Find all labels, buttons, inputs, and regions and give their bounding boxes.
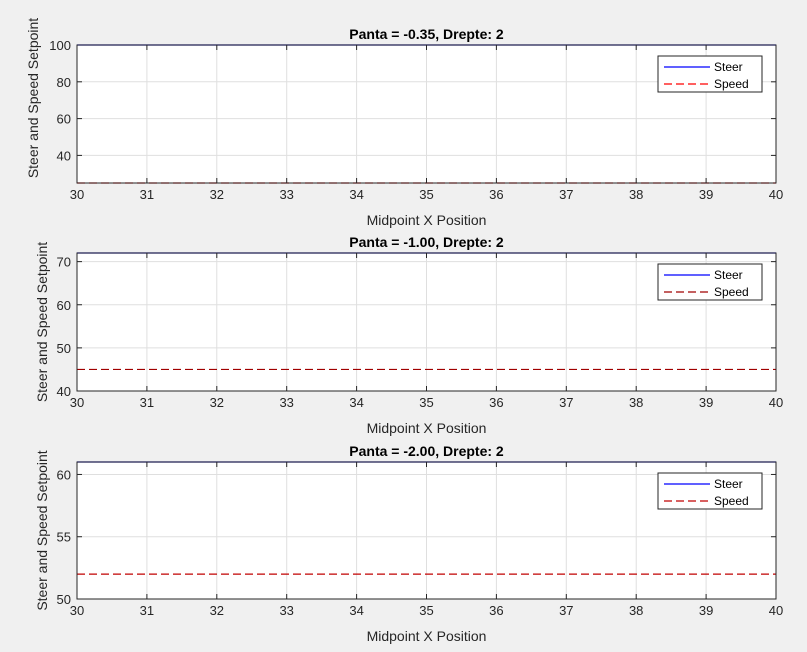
chart-title: Panta = -0.35, Drepte: 2 [349, 26, 504, 42]
y-tick-label: 40 [57, 148, 71, 163]
legend-label-steer: Steer [714, 268, 743, 282]
x-tick-label: 36 [489, 187, 503, 202]
y-tick-label: 60 [57, 112, 71, 127]
legend-box [657, 55, 763, 93]
x-tick-label: 30 [70, 395, 84, 410]
x-tick-label: 38 [629, 187, 643, 202]
x-tick-label: 31 [140, 603, 154, 618]
y-tick-label: 60 [57, 467, 71, 482]
legend-label-speed: Speed [714, 285, 749, 299]
x-tick-label: 38 [629, 395, 643, 410]
chart-title: Panta = -2.00, Drepte: 2 [349, 443, 504, 459]
chart-title: Panta = -1.00, Drepte: 2 [349, 234, 504, 250]
y-tick-label: 40 [57, 384, 71, 399]
x-tick-label: 31 [140, 187, 154, 202]
x-tick-label: 35 [419, 395, 433, 410]
legend: Steer Speed [657, 55, 763, 93]
y-tick-label: 60 [57, 298, 71, 313]
x-tick-label: 34 [349, 395, 363, 410]
y-tick-label: 100 [49, 38, 71, 53]
x-axis-label: Midpoint X Position [367, 212, 487, 228]
y-axis-label: Steer and Speed Setpoint [34, 450, 50, 610]
x-tick-label: 37 [559, 187, 573, 202]
legend-box [657, 263, 763, 301]
x-tick-label: 40 [769, 395, 783, 410]
legend-box [657, 472, 763, 510]
legend: Steer Speed [657, 472, 763, 510]
x-tick-label: 33 [279, 603, 293, 618]
y-tick-label: 80 [57, 75, 71, 90]
x-tick-label: 34 [349, 187, 363, 202]
x-tick-label: 38 [629, 603, 643, 618]
x-tick-label: 33 [279, 187, 293, 202]
subplot-3: 30 31 32 33 34 35 36 37 38 39 40 50 55 60 Panta = -2.0… [34, 443, 783, 644]
y-axis-label: Steer and Speed Setpoint [25, 18, 41, 178]
x-tick-label: 32 [210, 603, 224, 618]
legend-label-steer: Steer [714, 477, 743, 491]
legend-label-speed: Speed [714, 77, 749, 91]
legend-label-steer: Steer [714, 60, 743, 74]
x-tick-label: 32 [210, 187, 224, 202]
x-tick-label: 30 [70, 187, 84, 202]
y-tick-label: 55 [57, 530, 71, 545]
x-tick-label: 30 [70, 603, 84, 618]
y-axis-label: Steer and Speed Setpoint [34, 242, 50, 402]
x-tick-label: 36 [489, 395, 503, 410]
x-tick-label: 35 [419, 603, 433, 618]
x-tick-label: 32 [210, 395, 224, 410]
x-tick-label: 37 [559, 603, 573, 618]
y-tick-label: 50 [57, 592, 71, 607]
x-tick-label: 35 [419, 187, 433, 202]
x-tick-label: 37 [559, 395, 573, 410]
x-tick-label: 36 [489, 603, 503, 618]
y-tick-label: 70 [57, 255, 71, 270]
x-tick-label: 39 [699, 187, 713, 202]
x-tick-label: 34 [349, 603, 363, 618]
x-axis-label: Midpoint X Position [367, 420, 487, 436]
x-tick-label: 40 [769, 603, 783, 618]
legend: Steer Speed [657, 263, 763, 301]
x-tick-label: 33 [279, 395, 293, 410]
subplot-2: 30 31 32 33 34 35 36 37 38 39 40 40 50 60 70 Panta = -1… [34, 234, 783, 436]
x-axis-label: Midpoint X Position [367, 628, 487, 644]
subplot-1: 30 31 32 33 34 35 36 37 38 39 40 40 60 80 100 Panta = -… [25, 18, 783, 228]
legend-label-speed: Speed [714, 494, 749, 508]
y-tick-label: 50 [57, 341, 71, 356]
x-tick-label: 40 [769, 187, 783, 202]
x-tick-label: 31 [140, 395, 154, 410]
x-tick-label: 39 [699, 395, 713, 410]
x-tick-label: 39 [699, 603, 713, 618]
